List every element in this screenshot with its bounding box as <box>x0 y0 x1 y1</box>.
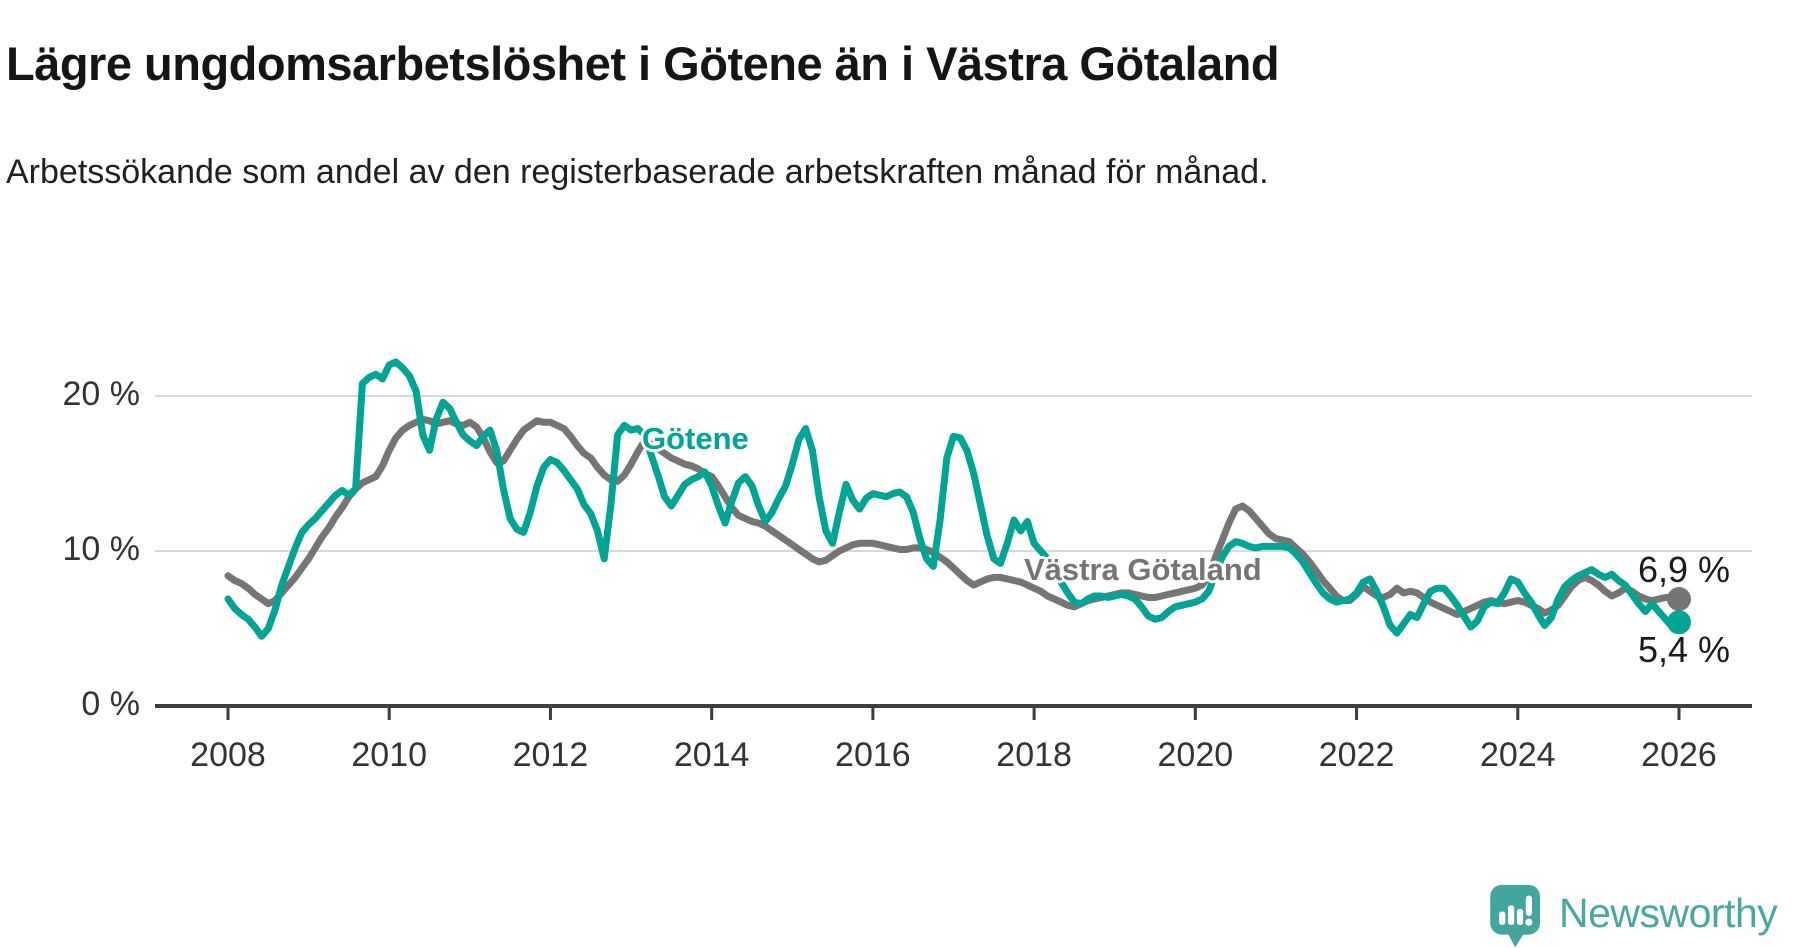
brand-name: Newsworthy <box>1559 890 1778 936</box>
x-tick-label: 2022 <box>1318 736 1395 774</box>
y-tick-label: 20 % <box>62 375 141 413</box>
chart-title: Lägre ungdomsarbetslöshet i Götene än i … <box>6 37 1280 91</box>
brand-footer: Newsworthy <box>1489 884 1778 948</box>
newsworthy-logo-icon <box>1490 884 1540 948</box>
series-label-vastra-gotaland: Västra Götaland <box>1024 552 1262 587</box>
series-end-dot-gotene <box>1667 610 1691 635</box>
series-line-vastra-gotaland <box>224 415 1683 618</box>
x-tick-label: 2010 <box>351 736 428 774</box>
x-tick-label: 2024 <box>1479 736 1556 774</box>
x-tick-label: 2026 <box>1641 736 1717 774</box>
x-tick-label: 2014 <box>673 736 750 774</box>
series-end-dot-vastra-gotaland <box>1667 587 1691 612</box>
x-tick-label: 2016 <box>835 736 911 774</box>
series-line-gotene <box>224 358 1683 640</box>
chart-subtitle: Arbetssökande som andel av den registerb… <box>6 153 1269 191</box>
gridlines <box>155 395 1752 552</box>
x-tick-label: 2018 <box>996 736 1072 774</box>
end-value-label-vastra-gotaland: 6,9 % <box>1638 549 1731 590</box>
x-tick-label: 2012 <box>512 736 589 774</box>
y-tick-label: 10 % <box>62 530 141 568</box>
x-tick-label: 2008 <box>190 736 266 774</box>
series-label-gotene: Götene <box>642 421 749 456</box>
y-tick-label: 0 % <box>81 685 140 723</box>
x-axis-ticks <box>226 706 1681 720</box>
x-tick-label: 2020 <box>1157 736 1234 774</box>
end-value-label-gotene: 5,4 % <box>1638 629 1731 670</box>
